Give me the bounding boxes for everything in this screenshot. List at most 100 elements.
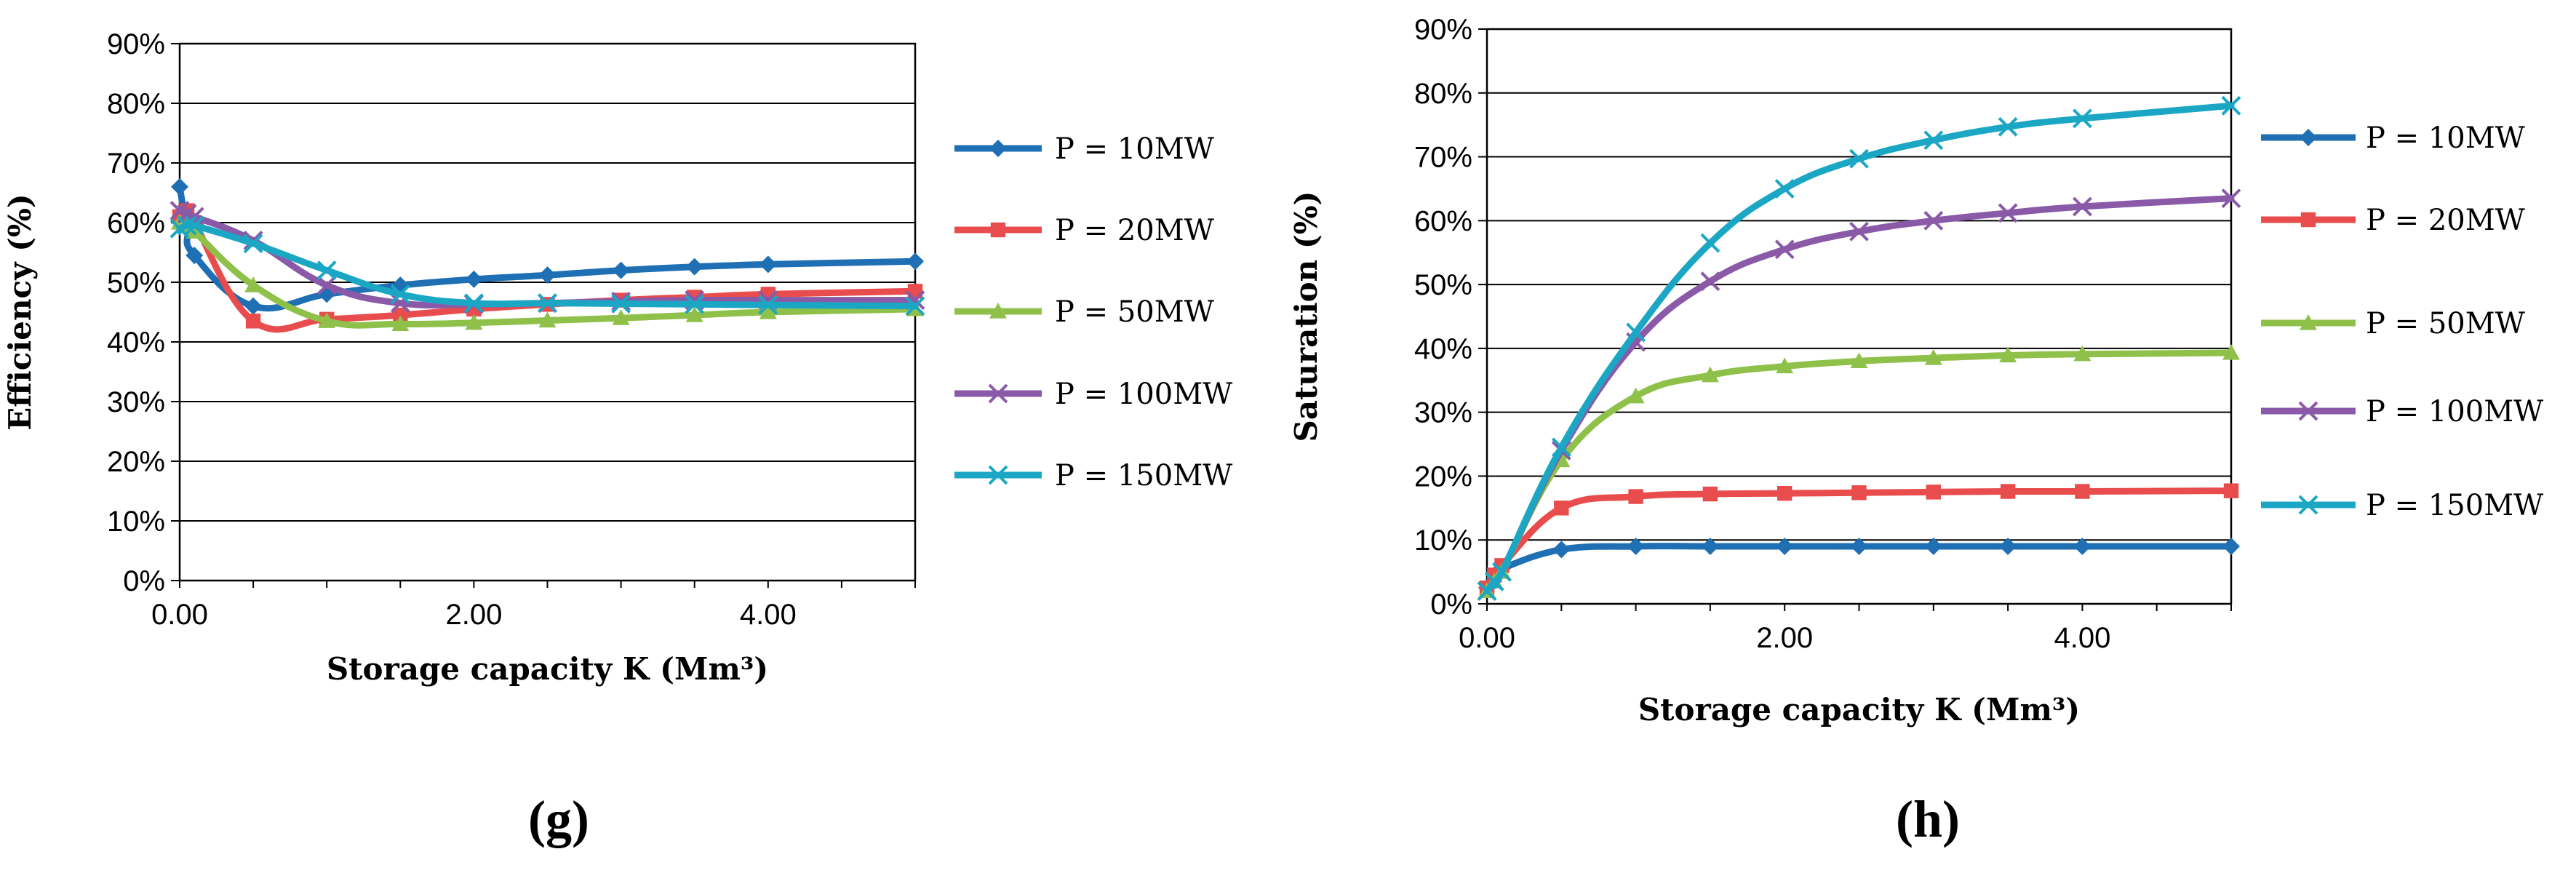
y-tick-label: 10% (1414, 525, 1472, 557)
legend-marker (990, 222, 1006, 238)
legend-marker (989, 140, 1007, 157)
y-tick-label: 90% (107, 28, 165, 60)
legend-label: P = 20MW (2366, 204, 2525, 237)
data-point (1627, 387, 1645, 404)
data-point (1924, 538, 1942, 555)
data-point (244, 276, 263, 292)
y-tick-label: 80% (107, 88, 165, 120)
y-tick-label: 30% (1414, 397, 1472, 429)
data-point (1627, 538, 1645, 555)
data-point (1923, 210, 1944, 231)
data-point (171, 178, 188, 196)
legend-item: P = 150MW (2261, 489, 2543, 522)
legend-marker (989, 303, 1007, 319)
series-line (176, 183, 919, 312)
data-point (1477, 581, 1497, 601)
y-tick-label: 50% (1414, 269, 1472, 301)
y-axis-title: Saturation (%) (1288, 191, 1324, 442)
data-point (2075, 484, 2090, 499)
legend-label: P = 50MW (2366, 307, 2525, 340)
series-p-150mw (170, 215, 925, 316)
data-point (186, 247, 204, 265)
data-point (1850, 352, 1868, 369)
data-point (2000, 484, 2016, 499)
data-point (1552, 541, 1571, 559)
y-tick-label: 60% (1414, 205, 1472, 237)
data-point (2221, 188, 2241, 209)
legend-label: P = 150MW (1055, 459, 1232, 493)
y-tick-label: 30% (107, 386, 165, 418)
data-point (1999, 346, 2017, 363)
data-point (316, 260, 337, 281)
data-point (2072, 196, 2092, 217)
data-point (316, 275, 337, 295)
legend-item: P = 20MW (2261, 204, 2525, 237)
data-point (1849, 148, 1869, 169)
data-point (1701, 366, 1719, 383)
series-line (1483, 195, 2235, 594)
y-axis-title: Efficiency (%) (2, 194, 38, 430)
y-tick-label: 0% (123, 565, 165, 597)
data-point (1998, 203, 2018, 223)
data-point (759, 255, 777, 274)
chart-efficiency: 0% 10% 20% 30% 40% 50% 60% 70% 80% 90% 0.00 2.00 4.0… (2, 28, 1232, 848)
data-point (1774, 239, 1795, 260)
data-point (1926, 485, 1941, 500)
y-tick-label: 50% (107, 267, 165, 299)
data-point (1774, 179, 1795, 199)
data-point (1628, 489, 1643, 504)
x-tick-label: 2.00 (445, 599, 502, 631)
data-point (318, 312, 336, 328)
data-point (1484, 571, 1504, 591)
data-point (465, 314, 483, 330)
x-tick-label: 4.00 (740, 599, 797, 631)
data-point (1776, 357, 1794, 374)
data-point (1776, 538, 1794, 555)
data-point (1701, 538, 1719, 555)
y-tick-label: 60% (107, 207, 165, 239)
legend-marker (2300, 129, 2317, 146)
data-point (1849, 221, 1869, 242)
data-point (184, 215, 204, 236)
legend-label: P = 100MW (1055, 378, 1232, 411)
data-point (463, 293, 484, 314)
y-tick-label: 70% (1414, 142, 1472, 174)
series-p-50mw (1478, 344, 2240, 599)
data-point (1851, 485, 1867, 501)
data-point (1554, 501, 1569, 516)
chart-saturation: 0% 10% 20% 30% 40% 50% 60% 70% 80% 90% 0.00 2.00 4.0… (1288, 14, 2543, 848)
y-tick-label: 90% (1414, 14, 1472, 46)
data-point (611, 294, 631, 314)
series-p-10mw (1478, 538, 2240, 597)
data-point (2222, 344, 2240, 360)
data-point (245, 314, 261, 329)
data-point (1998, 116, 2018, 137)
data-point (538, 293, 557, 314)
y-tick-label: 40% (107, 327, 165, 359)
legend-item: P = 10MW (954, 132, 1214, 166)
data-point (1999, 538, 2017, 555)
data-point (612, 309, 630, 325)
data-point (1702, 486, 1718, 502)
legend-marker (2298, 495, 2318, 515)
plot-area (1486, 28, 2233, 605)
data-point (1626, 322, 1646, 343)
data-point (759, 303, 777, 319)
legend-item: P = 100MW (2261, 395, 2543, 428)
data-point (390, 284, 410, 304)
legend-item: P = 50MW (954, 295, 1214, 329)
legend-label: P = 50MW (1055, 295, 1214, 329)
x-tick-label: 0.00 (151, 599, 208, 631)
x-tick-label: 0.00 (1459, 622, 1515, 654)
series-line (1483, 102, 2235, 594)
data-point (685, 294, 705, 314)
data-point (1777, 485, 1793, 501)
panel-label: (h) (1896, 790, 1960, 848)
data-point (177, 215, 197, 236)
data-point (1700, 233, 1720, 253)
data-point (906, 252, 924, 271)
data-point (1700, 271, 1720, 292)
legend-marker (2300, 314, 2317, 330)
data-point (685, 258, 703, 276)
